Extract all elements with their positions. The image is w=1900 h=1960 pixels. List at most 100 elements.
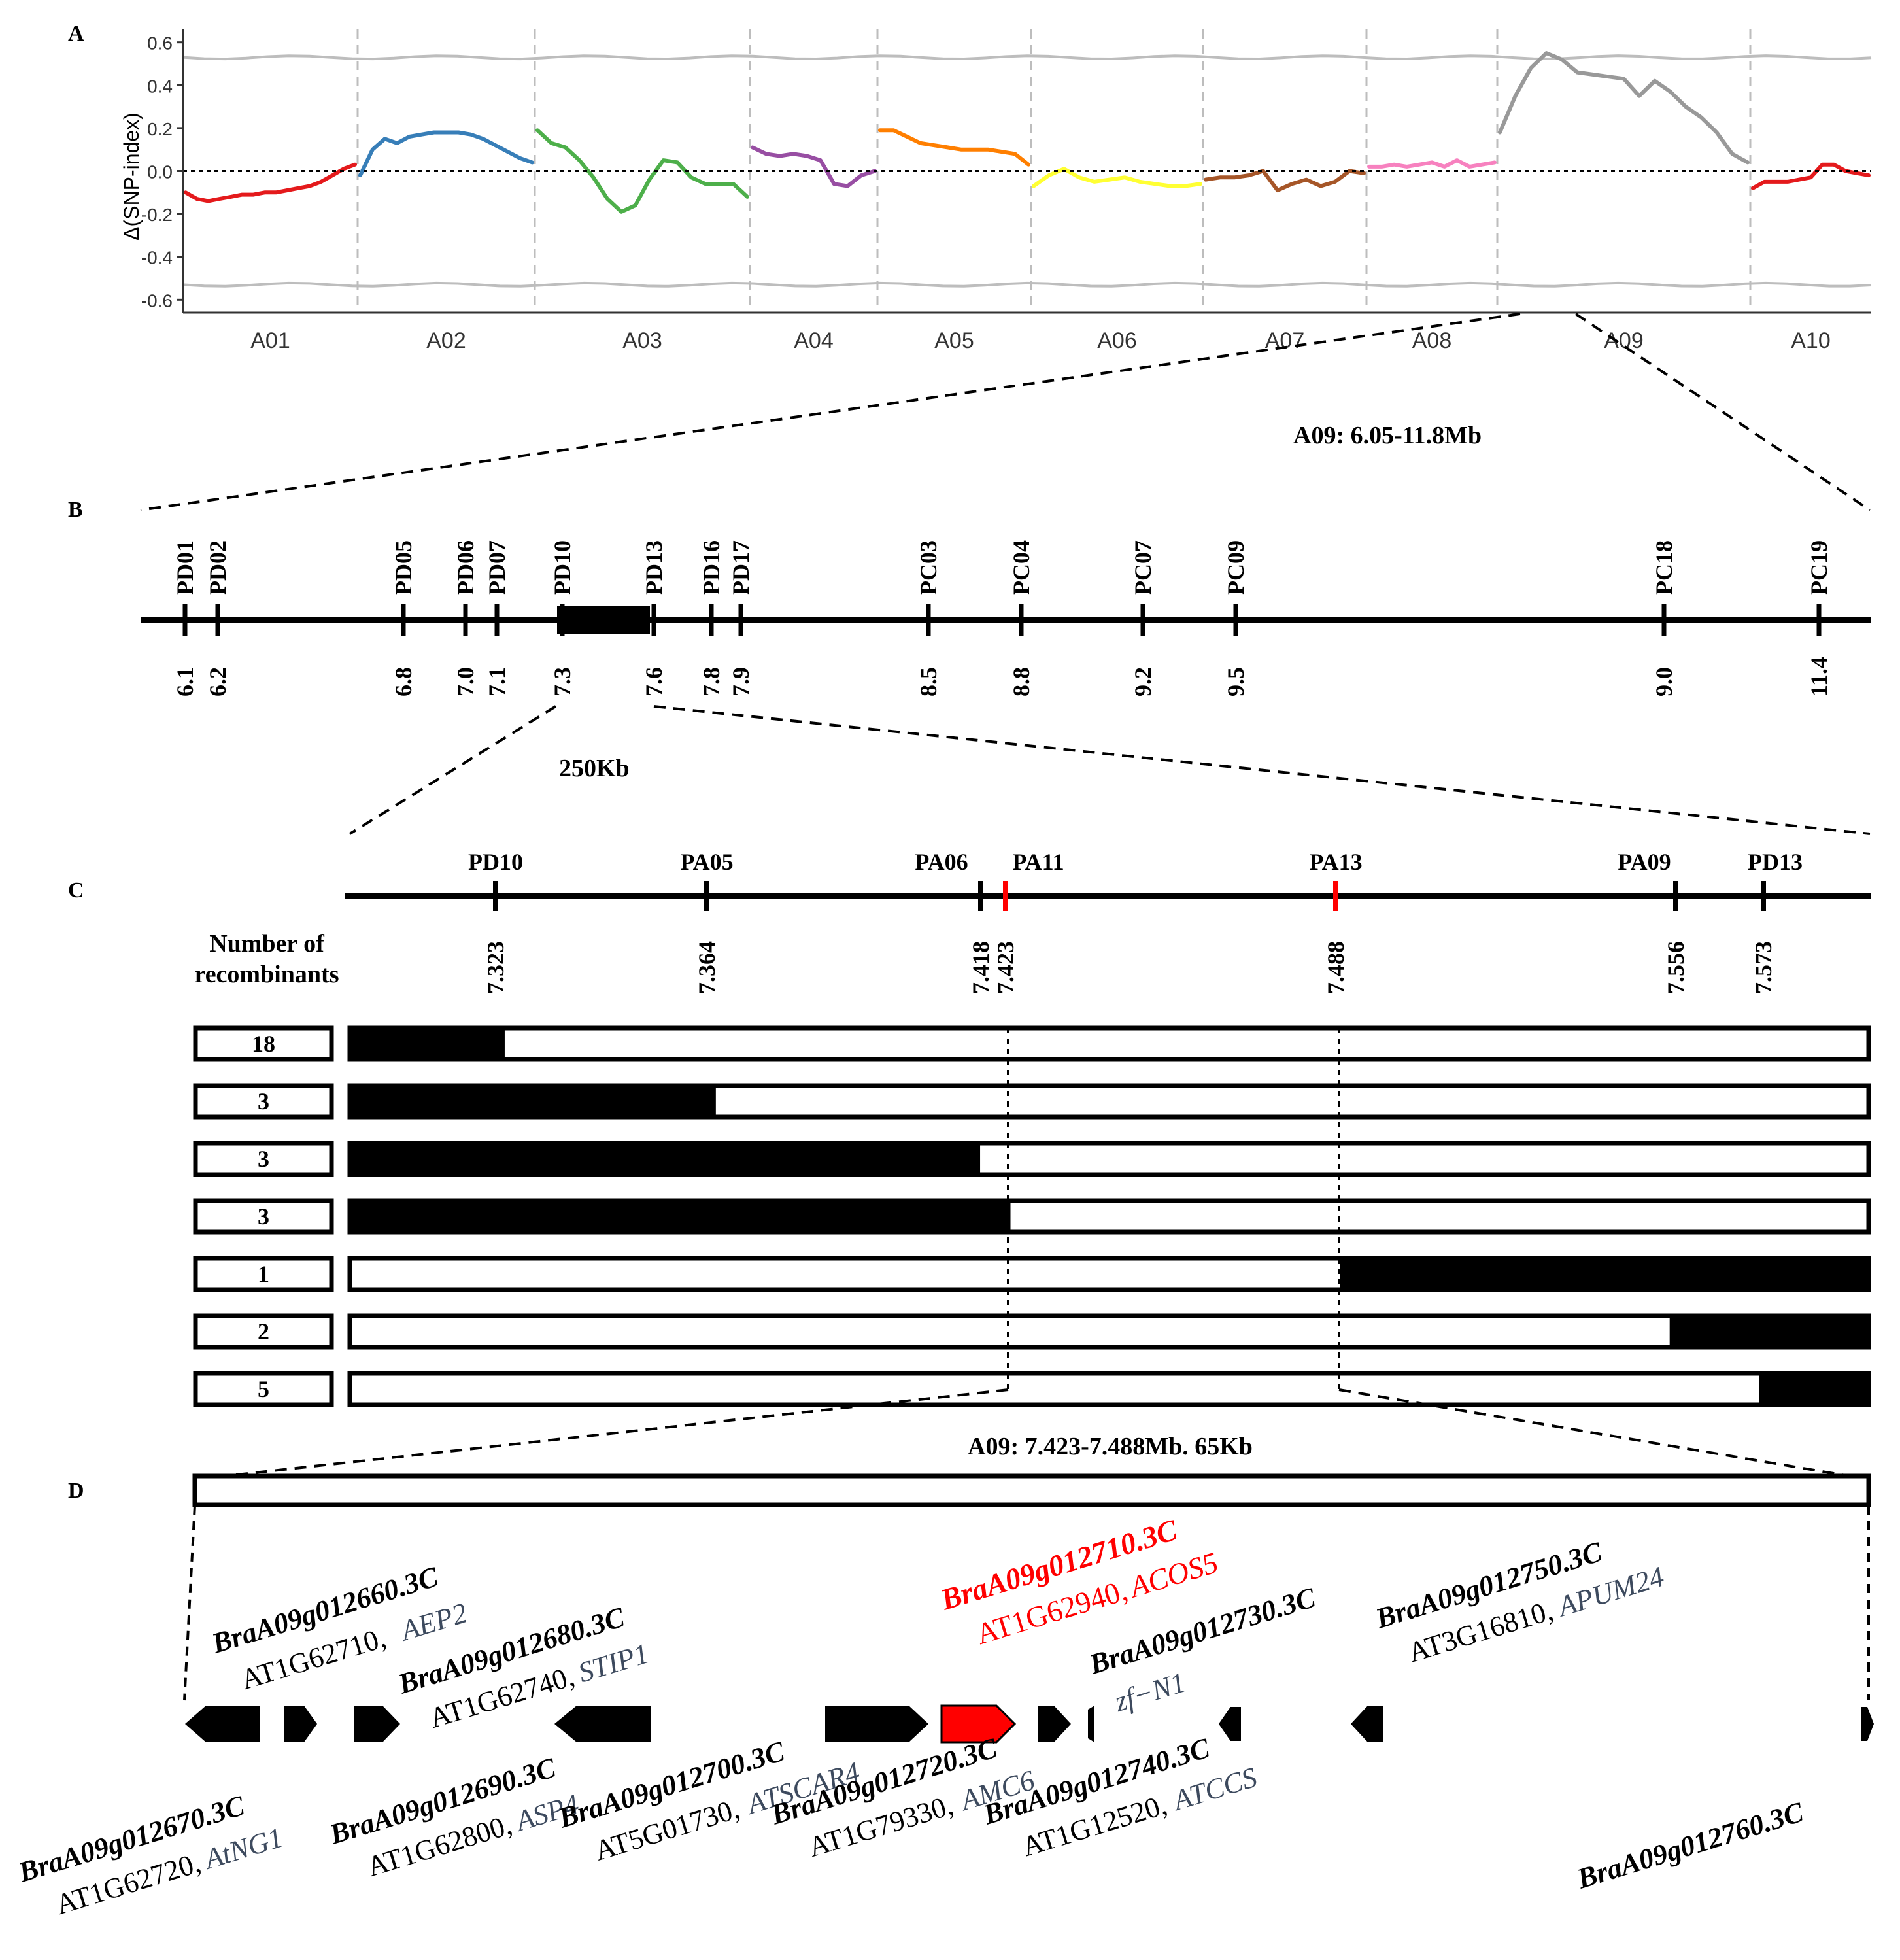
recombinant-count: 1 — [258, 1261, 269, 1287]
recombinant-row: 3 — [193, 1198, 1871, 1235]
fine-marker-pos-pa06: 7.418 — [968, 941, 994, 994]
marker-name-pd10: PD10 — [549, 540, 575, 595]
y-tick-label: 0.4 — [147, 76, 173, 96]
genotype-fill — [1340, 1258, 1869, 1290]
panel-b-region-label: A09: 6.05-11.8Mb — [1293, 422, 1482, 449]
marker-name-pc04: PC04 — [1008, 540, 1034, 595]
gene-symbol: STIP1 — [575, 1637, 653, 1689]
fine-marker-pos-pd10: 7.323 — [483, 941, 509, 994]
fine-marker-pos-pa13: 7.488 — [1323, 941, 1349, 994]
marker-pos-pd13: 7.6 — [641, 667, 667, 696]
series-a04 — [751, 145, 877, 188]
chromosome-label-a10: A10 — [1791, 328, 1831, 353]
panel-d-region-label: A09: 7.423-7.488Mb. 65Kb — [968, 1433, 1253, 1460]
zoom-line-b-right — [653, 705, 1871, 835]
marker-name-pd07: PD07 — [484, 540, 510, 595]
recombinant-row: 3 — [193, 1083, 1871, 1120]
count-box — [193, 1371, 334, 1407]
genotype-fill — [350, 1028, 505, 1059]
genotype-fill — [1669, 1316, 1869, 1347]
series-a09 — [1498, 51, 1750, 165]
genotype-fill — [350, 1086, 716, 1117]
recombinant-count: 2 — [258, 1318, 269, 1345]
recombinant-count: 18 — [252, 1031, 275, 1057]
gene-arrow-012660 — [185, 1706, 260, 1742]
marker-pos-pd06: 7.0 — [452, 667, 479, 696]
y-ticks: 0.6 0.4 0.2 0.0 -0.2 -0.4 -0.6 — [141, 33, 183, 311]
chromosome-label-a01: A01 — [250, 328, 290, 353]
count-box — [193, 1083, 334, 1120]
fine-marker-name-pd13: PD13 — [1748, 849, 1803, 875]
marker-name-pd13: PD13 — [641, 540, 667, 595]
marker-name-pc18: PC18 — [1651, 540, 1677, 595]
gene-arrow-012750 — [1351, 1706, 1383, 1742]
fine-marker-name-pa06: PA06 — [915, 849, 968, 875]
y-tick-label: -0.6 — [141, 290, 173, 311]
gene-models — [185, 1704, 1874, 1744]
y-tick-label: 0.2 — [147, 119, 173, 139]
marker-pos-pd17: 7.9 — [728, 667, 754, 696]
panel-d-label: D — [68, 1479, 84, 1503]
chromosome-label-a09: A09 — [1604, 328, 1644, 353]
zoom-line-b-left — [348, 705, 557, 835]
marker-pos-pd10: 7.3 — [549, 667, 575, 696]
fine-marker-name-pa09: PA09 — [1618, 849, 1671, 875]
genotype-fill — [350, 1201, 1011, 1232]
recombinants-header-line2: recombinants — [195, 961, 339, 988]
marker-pos-pc18: 9.0 — [1651, 667, 1677, 696]
gene-arrow-012740 — [1219, 1707, 1241, 1741]
marker-pos-pd02: 6.2 — [205, 667, 231, 696]
series-a07 — [1204, 169, 1366, 192]
fine-marker-pos-pd13: 7.573 — [1750, 941, 1776, 994]
marker-pos-pc09: 9.5 — [1223, 667, 1249, 696]
zoom-line-right — [1574, 313, 1871, 511]
snp-index-plot: 0.6 0.4 0.2 0.0 -0.2 -0.4 -0.6 A01 A02 A03 A04 A05… — [120, 29, 1872, 353]
marker-name-pc09: PC09 — [1223, 540, 1249, 595]
marker-pos-pc04: 8.8 — [1008, 667, 1034, 696]
fine-marker-name-pa11: PA11 — [1012, 849, 1064, 875]
marker-pos-pc19: 11.4 — [1806, 657, 1832, 696]
gene-arrow-012710-acos5 — [940, 1704, 1017, 1744]
upper-threshold-line — [182, 54, 1872, 61]
genotype-bar — [347, 1371, 1871, 1407]
recombinant-count: 3 — [258, 1088, 269, 1114]
series-a08 — [1367, 158, 1497, 169]
fine-marker-name-pa13: PA13 — [1309, 849, 1362, 875]
genotype-fill — [1759, 1373, 1869, 1405]
gene-arrow-012670 — [284, 1706, 317, 1742]
panel-c-width-label: 250Kb — [559, 755, 630, 782]
lower-threshold-line — [182, 281, 1872, 288]
marker-pos-pd05: 6.8 — [390, 667, 416, 696]
chromosome-label-a06: A06 — [1097, 328, 1137, 353]
gene-arrow-012720 — [1038, 1706, 1071, 1742]
marker-pos-pc03: 8.5 — [915, 667, 942, 696]
marker-name-pd17: PD17 — [728, 540, 754, 595]
gene-id: BraA09g012760.3C — [1573, 1796, 1807, 1895]
recombinant-count: 3 — [258, 1146, 269, 1172]
series-a05 — [878, 128, 1030, 167]
chromosome-label-a05: A05 — [934, 328, 974, 353]
series-a10 — [1751, 162, 1871, 190]
fine-marker-pos-pa11: 7.423 — [992, 941, 1019, 994]
gene-label-012760: BraA09g012760.3C — [1573, 1796, 1807, 1895]
x-chromosome-labels: A01 A02 A03 A04 A05 A06 A07 A08 A09 A10 — [250, 328, 1831, 353]
marker-name-pd05: PD05 — [390, 540, 416, 595]
region-to-genes-left — [183, 1505, 196, 1701]
gene-symbol: zf−N1 — [1110, 1666, 1189, 1718]
series-a01 — [184, 162, 357, 203]
y-axis-title: Δ(SNP-index) — [120, 112, 143, 241]
fine-marker-pos-pa05: 7.364 — [694, 941, 720, 994]
gene-arrow-012760 — [1861, 1707, 1874, 1741]
series-a06 — [1032, 167, 1202, 188]
count-box — [193, 1256, 334, 1292]
gene-arrow-012680 — [354, 1706, 400, 1742]
gene-arrow-012700 — [825, 1706, 928, 1742]
gene-symbol: AEP2 — [396, 1596, 471, 1647]
marker-name-pd16: PD16 — [698, 540, 724, 595]
panel-c-markers: PD10 7.323 PA05 7.364 PA06 7.418 PA11 7.423 PA13… — [468, 849, 1803, 994]
recombinants-header-line1: Number of — [209, 930, 325, 957]
zoom-line-left — [140, 313, 1521, 511]
marker-pos-pd16: 7.8 — [698, 667, 724, 696]
